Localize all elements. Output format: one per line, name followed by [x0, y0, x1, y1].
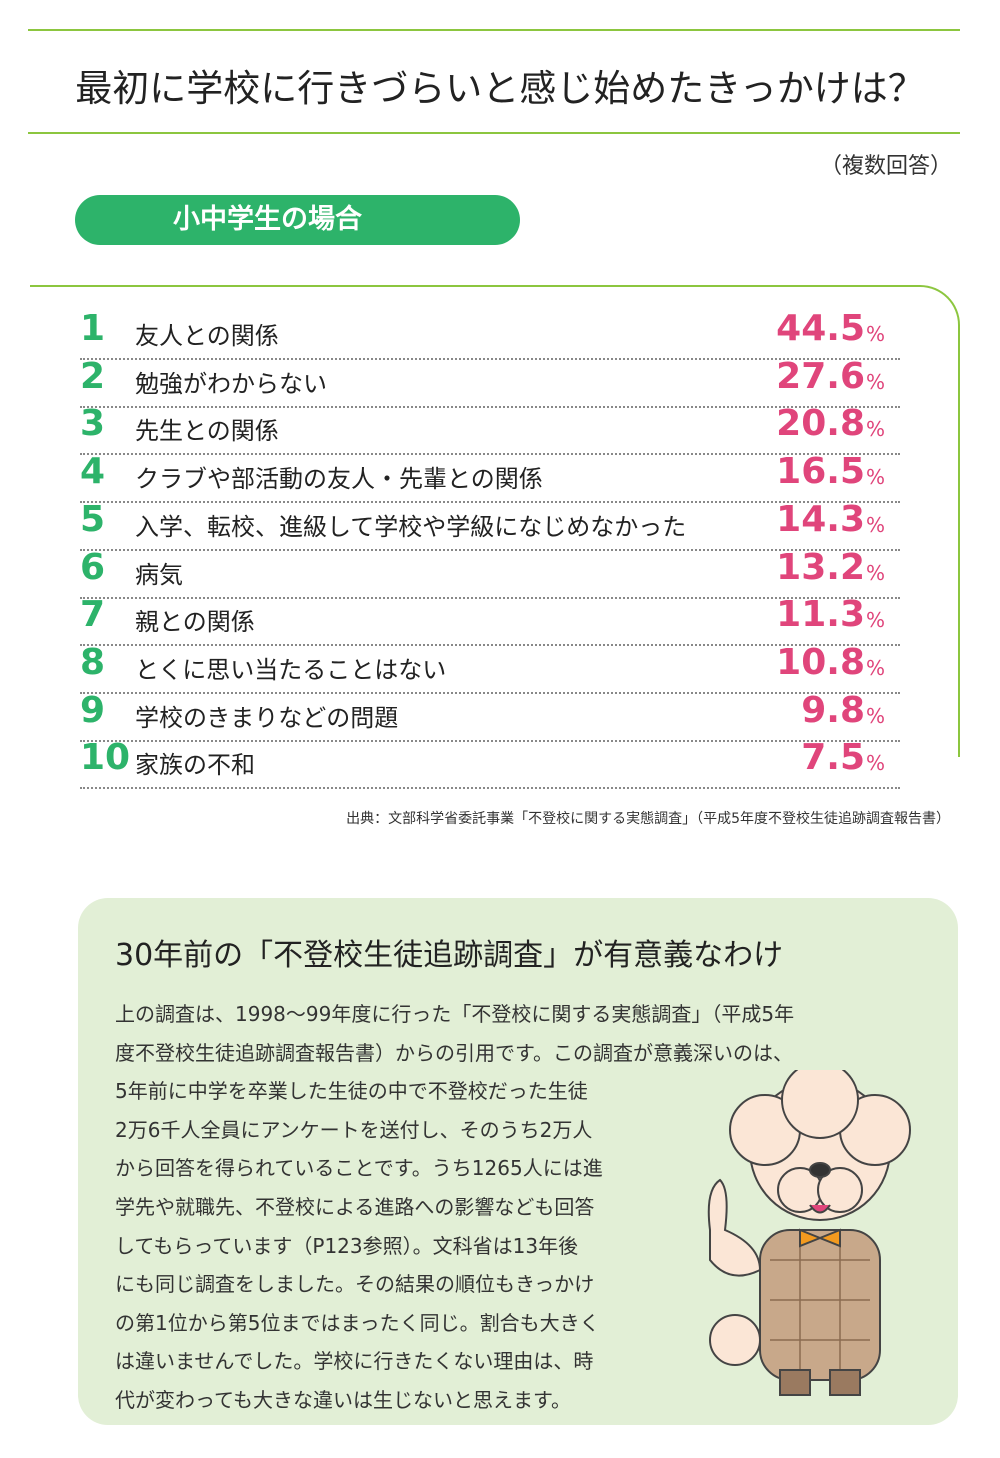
unit: %: [866, 560, 886, 585]
box-title: 30年前の「不登校生徒追跡調査」が有意義なわけ: [115, 938, 784, 973]
rank: 10: [80, 737, 131, 779]
value: 20.8: [776, 403, 865, 445]
rank: 7: [80, 594, 106, 636]
item-label: 勉強がわからない: [135, 369, 327, 398]
unit: %: [866, 417, 886, 442]
rank: 4: [80, 451, 106, 493]
section-label: 小中学生の場合: [75, 195, 520, 245]
rank: 9: [80, 689, 106, 731]
rank: 3: [80, 403, 106, 445]
item-label: 家族の不和: [135, 751, 255, 780]
unit: %: [866, 465, 886, 490]
unit: %: [866, 608, 886, 633]
text-line: にも同じ調査をしました。その結果の順位もきっかけ: [115, 1272, 595, 1297]
divider: [80, 739, 900, 742]
divider: [80, 453, 900, 456]
item-label: 病気: [135, 560, 183, 589]
item-label: クラブや部活動の友人・先輩との関係: [135, 465, 543, 494]
illustration: [707, 1070, 911, 1396]
value: 27.6: [776, 355, 865, 397]
note: （複数回答）: [819, 154, 952, 179]
item-label: 友人との関係: [135, 322, 279, 350]
rule: [28, 132, 960, 134]
text-line: から回答を得られていることです。うち1265人には進: [115, 1156, 603, 1181]
rank: 1: [80, 308, 106, 349]
unit: %: [866, 322, 886, 346]
divider: [80, 405, 900, 408]
frame: [30, 285, 960, 757]
value: 16.5: [776, 451, 865, 493]
divider: [80, 548, 900, 551]
unit: %: [866, 703, 886, 728]
value: 9.8: [801, 689, 865, 731]
rank: 6: [80, 546, 106, 588]
value: 11.3: [776, 594, 865, 636]
value: 10.8: [776, 641, 865, 683]
value: 14.3: [776, 498, 865, 540]
text-line: は違いませんでした。学校に行きたくない理由は、時: [115, 1349, 594, 1374]
item-label: 学校のきまりなどの問題: [135, 703, 399, 732]
item-label: とくに思い当たることはない: [135, 655, 447, 684]
title: 最初に学校に行きづらいと感じ始めたきっかけは？: [75, 67, 925, 110]
rule: [28, 29, 960, 31]
source: 出典：文部科学省委託事業「不登校に関する実態調査」（平成5年度不登校生徒追跡調査…: [346, 811, 950, 827]
divider: [80, 358, 900, 360]
text-line: 2万6千人全員にアンケートを送付し、そのうち2万人: [115, 1117, 593, 1142]
unit: %: [866, 369, 886, 394]
unit: %: [866, 512, 886, 537]
unit: %: [866, 751, 886, 776]
text-line: 学先や就職先、不登校による進路への影響なども回答: [115, 1195, 595, 1219]
divider: [80, 644, 900, 647]
text-line: してもらっています（P123参照）。文科省は13年後: [115, 1233, 579, 1258]
item-label: 親との関係: [135, 608, 255, 637]
divider: [80, 501, 900, 504]
unit: %: [866, 655, 886, 680]
value: 7.5: [801, 737, 865, 779]
text-line: 度不登校生徒追跡調査報告書）からの引用です。この調査が意義深いのは、: [115, 1040, 793, 1065]
text-line: 代が変わっても大きな違いは生じないと思えます。: [115, 1388, 571, 1412]
divider: [80, 596, 900, 599]
item-label: 先生との関係: [135, 417, 279, 446]
text-line: 5年前に中学を卒業した生徒の中で不登校だった生徒: [115, 1079, 588, 1104]
rank: 5: [80, 498, 106, 540]
divider: [80, 787, 900, 790]
item-label: 入学、転校、進級して学校や学級になじめなかった: [135, 512, 687, 541]
text-line: の第1位から第5位まではまったく同じ。割合も大きく: [115, 1310, 600, 1335]
rank: 8: [80, 641, 106, 683]
text-line: 上の調査は、1998～99年度に行った「不登校に関する実態調査」（平成5年: [115, 1002, 795, 1026]
value: 13.2: [776, 546, 865, 588]
rank: 2: [80, 355, 106, 397]
divider: [80, 691, 900, 694]
value: 44.5: [776, 308, 865, 349]
